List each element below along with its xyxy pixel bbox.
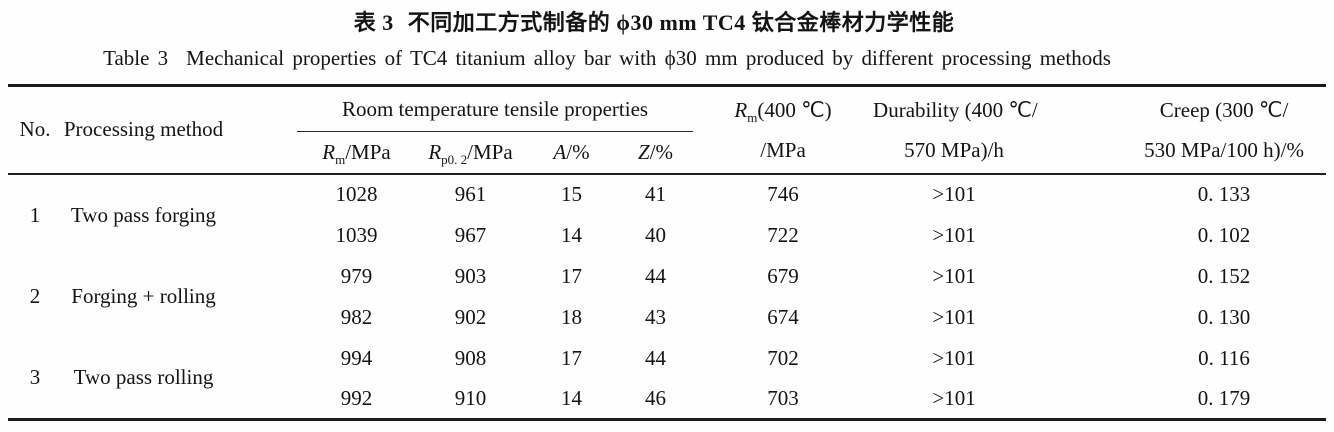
col-header-creep-line2: 530 MPa/100 h)/% bbox=[1144, 137, 1304, 162]
cell-rm400: 702 bbox=[767, 345, 799, 370]
rm400-condition: (400 ℃) bbox=[757, 97, 832, 122]
col-header-durability-line1: Durability (400 ℃/ bbox=[873, 97, 1038, 122]
col-header-creep: Creep (300 ℃/ 530 MPa/100 h)/% bbox=[1089, 85, 1327, 175]
col-header-rm: Rm/MPa bbox=[297, 131, 416, 175]
table-title-english-label: Table 3 bbox=[103, 46, 169, 70]
rp02-unit: /MPa bbox=[467, 139, 513, 164]
a-unit: /% bbox=[566, 139, 590, 164]
cell-a: 14 bbox=[561, 222, 582, 247]
table-row: 1 Two pass forging 1028 961 15 41 746 >1… bbox=[8, 174, 1326, 227]
z-symbol: Z bbox=[638, 139, 650, 164]
rp02-symbol: R bbox=[428, 139, 442, 164]
table-row: 2 Forging + rolling 979 903 17 44 679 >1… bbox=[8, 256, 1326, 309]
cell-rm: 982 bbox=[340, 304, 373, 329]
cell-rm: 994 bbox=[340, 345, 373, 370]
cell-rm400: 722 bbox=[767, 222, 799, 247]
cell-rm: 992 bbox=[340, 385, 373, 410]
cell-rp02: 967 bbox=[454, 222, 487, 247]
table-body: 1 Two pass forging 1028 961 15 41 746 >1… bbox=[8, 174, 1326, 420]
cell-rp02: 908 bbox=[454, 345, 487, 370]
col-header-durability-line2: 570 MPa)/h bbox=[904, 137, 1004, 162]
rm400-symbol: R bbox=[734, 97, 748, 122]
cell-z: 46 bbox=[645, 385, 667, 410]
table-row: 982 902 18 43 674 >101 0. 130 bbox=[8, 297, 1326, 338]
cell-rm: 979 bbox=[340, 263, 373, 288]
mechanical-properties-table: No. Processing method Room temperature t… bbox=[8, 84, 1327, 421]
cell-z: 41 bbox=[645, 182, 667, 206]
cell-durability: >101 bbox=[932, 182, 976, 206]
rm400-subscript: m bbox=[747, 109, 758, 125]
cell-z: 44 bbox=[645, 263, 667, 288]
table-title-chinese: 表 3 不同加工方式制备的 ϕ30 mm TC4 钛合金棒材力学性能 bbox=[0, 5, 1308, 37]
table-row: 3 Two pass rolling 994 908 17 44 702 >10… bbox=[8, 338, 1326, 390]
col-header-rm-400: Rm(400 ℃) /MPa bbox=[693, 85, 874, 175]
rm-subscript: m bbox=[335, 151, 346, 167]
cell-rm400: 679 bbox=[767, 263, 799, 288]
cell-z: 43 bbox=[645, 304, 667, 329]
a-symbol: A bbox=[553, 139, 567, 164]
cell-rp02: 910 bbox=[454, 385, 487, 410]
cell-rp02: 961 bbox=[454, 182, 487, 206]
cell-durability: >101 bbox=[932, 304, 976, 329]
table-title-english-text: Mechanical properties of TC4 titanium al… bbox=[186, 46, 1111, 70]
table-title-english: Table 3 Mechanical properties of TC4 tita… bbox=[0, 46, 1214, 71]
cell-rm: 1039 bbox=[335, 222, 378, 247]
cell-no: 3 bbox=[29, 365, 41, 390]
cell-rm400: 674 bbox=[767, 304, 799, 329]
table-title-chinese-label: 表 3 bbox=[353, 10, 394, 35]
cell-rp02: 903 bbox=[454, 263, 487, 288]
cell-z: 44 bbox=[645, 345, 667, 370]
cell-a: 14 bbox=[561, 385, 582, 410]
col-header-durability: Durability (400 ℃/ 570 MPa)/h bbox=[873, 85, 1090, 175]
col-header-rp02: Rp0. 2/MPa bbox=[416, 131, 525, 175]
cell-no: 2 bbox=[29, 284, 41, 308]
rm-symbol: R bbox=[322, 139, 336, 164]
cell-z: 40 bbox=[645, 222, 667, 247]
col-header-creep-line1: Creep (300 ℃/ bbox=[1159, 97, 1289, 122]
col-header-z: Z/% bbox=[618, 131, 694, 175]
cell-creep: 0. 133 bbox=[1197, 182, 1251, 206]
cell-rm400: 703 bbox=[767, 385, 799, 410]
rp02-subscript: p0. 2 bbox=[441, 151, 468, 167]
cell-rm400: 746 bbox=[767, 182, 799, 206]
table-row: 1039 967 14 40 722 >101 0. 102 bbox=[8, 215, 1326, 256]
table-row: 992 910 14 46 703 >101 0. 179 bbox=[8, 379, 1326, 420]
col-header-processing-method: Processing method bbox=[62, 85, 297, 175]
cell-processing-method: Two pass rolling bbox=[73, 365, 214, 390]
cell-a: 15 bbox=[561, 182, 582, 206]
table-title-chinese-text: 不同加工方式制备的 ϕ30 mm TC4 钛合金棒材力学性能 bbox=[407, 10, 955, 35]
cell-a: 18 bbox=[561, 304, 582, 329]
col-header-a: A/% bbox=[525, 131, 618, 175]
table-header: No. Processing method Room temperature t… bbox=[8, 85, 1327, 175]
cell-a: 17 bbox=[561, 263, 582, 288]
cell-a: 17 bbox=[561, 345, 582, 370]
rm-unit: /MPa bbox=[345, 139, 391, 164]
cell-processing-method: Two pass forging bbox=[70, 202, 217, 227]
z-unit: /% bbox=[649, 139, 674, 164]
col-header-rm-400-line2: /MPa bbox=[760, 137, 806, 162]
cell-no: 1 bbox=[29, 202, 41, 227]
cell-processing-method: Forging + rolling bbox=[71, 284, 216, 308]
col-header-no: No. bbox=[8, 85, 62, 175]
cell-durability: >101 bbox=[932, 385, 976, 410]
cell-creep: 0. 130 bbox=[1197, 304, 1251, 329]
cell-durability: >101 bbox=[932, 263, 976, 288]
cell-creep: 0. 116 bbox=[1198, 345, 1250, 370]
col-header-rm-400-line1: Rm(400 ℃) bbox=[693, 90, 873, 130]
cell-creep: 0. 102 bbox=[1197, 222, 1251, 247]
col-group-header-tensile: Room temperature tensile properties bbox=[297, 85, 694, 132]
cell-creep: 0. 179 bbox=[1197, 385, 1251, 410]
header-row-top: No. Processing method Room temperature t… bbox=[8, 85, 1327, 175]
cell-creep: 0. 152 bbox=[1197, 263, 1251, 288]
cell-durability: >101 bbox=[932, 222, 976, 247]
cell-rm: 1028 bbox=[335, 182, 378, 206]
cell-rp02: 902 bbox=[454, 304, 487, 329]
header-row-sub: Rm/MPa Rp0. 2/MPa A/% Z/% bbox=[8, 131, 1326, 175]
cell-durability: >101 bbox=[932, 345, 976, 370]
